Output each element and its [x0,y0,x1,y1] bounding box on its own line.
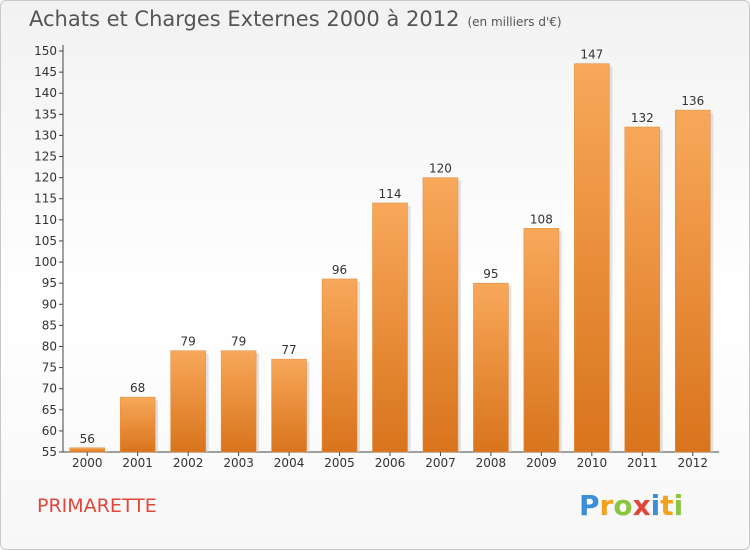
bars-layer [69,63,714,453]
logo-letter: i [673,489,684,522]
y-tick-label: 105 [34,234,57,248]
chart-title: Achats et Charges Externes 2000 à 2012 (e… [29,7,562,31]
bar [675,109,711,453]
x-tick-label: 2001 [122,456,153,470]
y-tick-label: 60 [42,424,57,438]
axis-layer: 55 60 65 70 75 80 85 90 95 100 105 110 115 120 125 130 1… [34,44,719,459]
y-tick-label: 140 [34,86,57,100]
bar [271,358,307,453]
logo-letter: x [632,489,651,522]
bar-value-label: 108 [530,212,553,226]
bar-value-label: 136 [681,94,704,108]
x-tick-label: 2003 [223,456,254,470]
bar-value-label: 96 [332,263,347,277]
bar-value-label: 114 [379,187,402,201]
x-tick-label: 2004 [274,456,305,470]
y-tick-label: 100 [34,255,57,269]
bar-value-label: 56 [80,432,95,446]
proxiti-logo: Proxiti [579,489,683,522]
bar-value-label: 79 [181,335,196,349]
y-tick-label: 150 [34,44,57,58]
y-tick-label: 95 [42,276,57,290]
y-tick-label: 80 [42,339,57,353]
y-tick-label: 55 [42,445,57,459]
y-tick-label: 125 [34,150,57,164]
bar [170,350,206,453]
bar-value-label: 132 [631,111,654,125]
bar [220,350,257,453]
x-tick-label: 2009 [526,456,557,470]
x-tick-label: 2008 [476,456,507,470]
chart-title-text: Achats et Charges Externes 2000 à 2012 [29,7,460,31]
bar-value-label: 147 [580,48,603,62]
y-tick-label: 115 [34,192,57,206]
y-tick-label: 65 [42,403,57,417]
logo-letter: r [599,489,614,522]
bar [69,447,105,453]
y-tick-label: 85 [42,318,57,332]
x-tick-label: 2010 [577,456,608,470]
y-tick-label: 75 [42,361,57,375]
x-tick-label: 2007 [425,456,456,470]
y-tick-label: 90 [42,297,57,311]
x-tick-label: 2002 [173,456,204,470]
bar-value-label: 120 [429,162,452,176]
labels-layer: 56 2000 68 2001 79 2002 79 2003 77 2004 96 2005 114 2… [72,48,708,470]
y-tick-label: 145 [34,65,57,79]
bar-value-label: 95 [483,267,498,281]
x-tick-label: 2000 [72,456,103,470]
logo-letter: t [660,489,674,522]
x-tick-label: 2005 [324,456,355,470]
y-tick-label: 70 [42,382,57,396]
bar-value-label: 77 [281,343,296,357]
logo-letter: P [579,489,600,522]
bar [422,177,459,453]
bar-value-label: 79 [231,335,246,349]
bar [321,278,358,453]
bar [523,228,560,453]
bar [372,202,408,453]
bar-value-label: 68 [130,381,145,395]
x-tick-label: 2012 [677,456,708,470]
y-tick-label: 135 [34,107,57,121]
chart-subtitle: (en milliers d'€) [467,15,562,29]
x-tick-label: 2006 [375,456,406,470]
y-tick-label: 120 [34,171,57,185]
bar [624,126,661,453]
x-tick-label: 2011 [627,456,658,470]
logo-letter: o [613,489,633,522]
y-tick-label: 110 [34,213,57,227]
bar [119,396,156,453]
bar [574,63,610,453]
y-tick-label: 130 [34,128,57,142]
bar [473,282,509,453]
logo-letter: i [650,489,661,522]
commune-name: PRIMARETTE [37,495,157,517]
